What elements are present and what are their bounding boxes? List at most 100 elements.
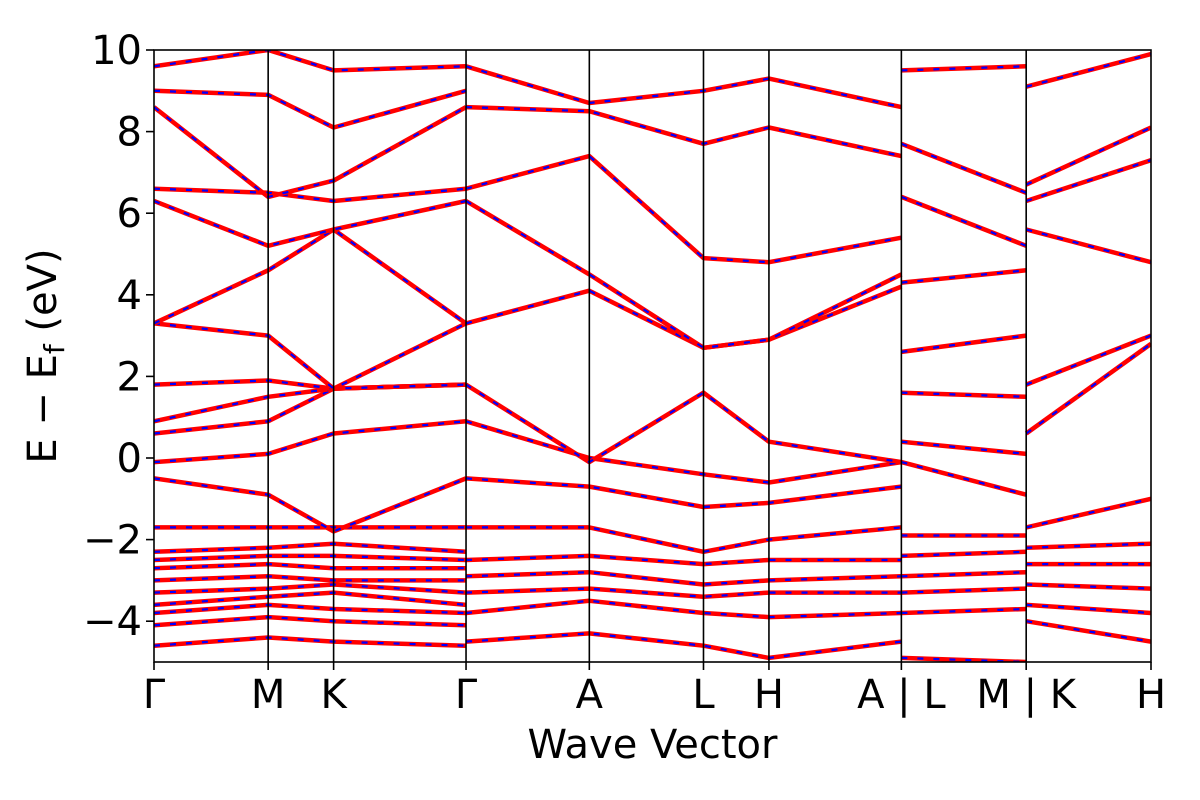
y-tick-label-5: 6 [117,191,142,237]
band-33 [465,153,902,265]
band-15-solid [154,321,467,391]
band-28 [465,476,902,510]
band-17 [154,198,467,249]
band-60-dashed [1025,126,1151,186]
band-55 [1025,496,1151,530]
x-tick-label-6: H [754,672,784,718]
band-61-dashed [1025,53,1151,88]
band-14-dashed [154,379,467,390]
band-30-solid [464,382,902,465]
y-axis-label-subscript: f [38,343,71,354]
band-8-dashed [154,542,467,553]
band-44 [901,390,1027,400]
bands-layer [154,50,1151,662]
band-1-dashed [154,615,467,627]
band-44-dashed [901,391,1027,398]
band-30-dashed [465,383,902,464]
band-8 [154,541,467,555]
y-axis-label-unit: (eV) [20,248,66,344]
band-58 [1025,227,1151,265]
band-33-dashed [465,154,902,264]
band-24 [465,586,902,599]
band-15-dashed [154,322,467,390]
band-51-dashed [1026,603,1151,615]
band-2-dashed [154,603,467,615]
band-57 [1025,333,1151,387]
band-4 [154,582,467,595]
band-32-dashed [465,200,902,349]
band-40 [901,549,1027,559]
band-2-solid [154,602,467,616]
band-3-dashed [154,591,467,606]
x-tick-label-8: M | K [976,672,1077,718]
band-22 [465,631,902,661]
band-46 [901,268,1027,285]
band-34-dashed [465,106,902,158]
x-tick-label-4: A [576,672,604,718]
band-40-dashed [901,550,1027,557]
band-54-dashed [1026,542,1151,549]
band-48-dashed [900,142,1027,194]
band-55-dashed [1025,497,1151,529]
band-5-dashed [154,575,466,582]
band-35 [465,64,902,110]
band-19-dashed [154,106,467,199]
band-18 [154,186,467,204]
y-tick-label-2: 0 [117,436,142,482]
band-48 [900,141,1028,195]
band-56 [1024,341,1151,436]
band-21-dashed [154,50,467,72]
band-18-solid [154,186,467,204]
band-0 [154,635,467,648]
band-61 [1025,51,1151,89]
band-47-dashed [900,195,1027,247]
y-axis-label-main: E − E [20,354,66,464]
band-10-dashed [154,477,467,533]
y-tick-label-4: 4 [117,273,142,319]
band-19-solid [154,105,468,200]
band-25 [465,569,902,587]
band-37-dashed [901,607,1027,615]
y-tick-label-0: −4 [83,599,142,645]
band-30 [464,382,902,465]
band-6-solid [154,561,466,571]
kpath-lines-layer [267,50,1027,662]
band-0-dashed [154,636,467,647]
band-37 [901,606,1027,616]
band-54 [1026,541,1151,551]
band-39 [901,569,1027,579]
band-20-solid [154,88,467,130]
x-tick-label-9: H [1136,672,1166,718]
band-4-dashed [154,583,467,594]
band-14-solid [154,378,467,391]
band-6 [154,561,466,571]
band-16 [154,227,468,326]
band-8-solid [154,541,467,555]
band-4-solid [154,582,467,595]
band-38-dashed [901,587,1027,594]
y-tick-label-6: 8 [117,110,142,156]
band-11 [154,419,467,465]
band-22-dashed [465,632,902,660]
band-3 [154,590,467,608]
band-31-solid [465,284,903,351]
band-39-dashed [901,571,1027,578]
band-23-dashed [465,599,902,619]
band-50 [1025,618,1151,644]
band-49 [901,64,1027,73]
band-38 [901,586,1027,595]
plot-frame [153,49,1152,663]
band-52 [1026,582,1151,591]
band-7 [154,553,467,563]
band-11-dashed [154,420,467,464]
band-46-dashed [901,269,1027,284]
band-24-dashed [465,587,902,598]
band-5 [154,574,466,583]
x-tick-label-7: A | L [857,672,946,718]
band-1 [154,614,467,628]
band-57-dashed [1025,334,1151,386]
band-10-solid [154,476,467,534]
y-tick-label-1: −2 [83,518,142,564]
band-21 [154,50,467,73]
